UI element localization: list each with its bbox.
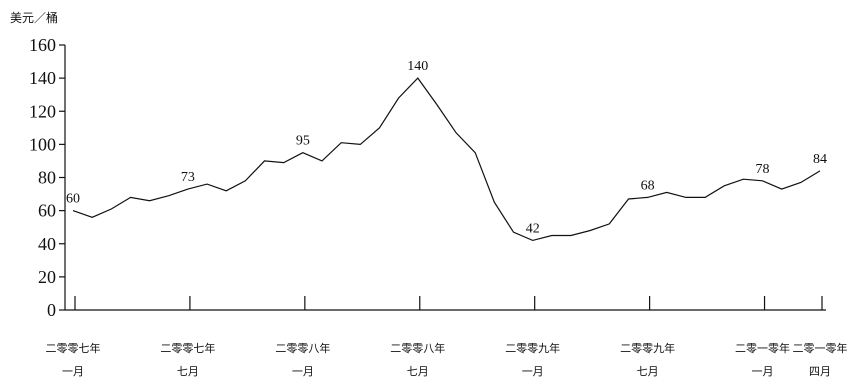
x-tick-label-month: 七月	[177, 365, 199, 378]
x-tick-label-year: 二零零八年	[275, 341, 330, 355]
y-tick-label: 60	[38, 201, 56, 221]
x-tick-label-year: 二零零七年	[160, 341, 215, 355]
data-label: 140	[407, 59, 428, 74]
series	[72, 77, 821, 242]
data-label: 42	[526, 221, 540, 236]
x-tick-label-year: 二零零九年	[505, 341, 560, 355]
data-label: 60	[66, 192, 80, 207]
x-tick-label-year: 二零零九年	[620, 341, 675, 355]
y-tick-label: 80	[38, 168, 56, 188]
y-axis: 0 20 40 60 80 100 120 140 160	[29, 35, 66, 320]
x-tick-label-year: 二零零八年	[390, 341, 445, 355]
price-series-line	[72, 77, 821, 242]
data-label: 78	[756, 162, 770, 177]
y-tick-label: 20	[38, 267, 56, 287]
x-tick-label-month: 一月	[752, 365, 774, 378]
x-tick-label-month: 一月	[62, 365, 84, 378]
x-tick-label-year: 二零一零年	[735, 341, 790, 355]
x-tick-label-month: 一月	[292, 365, 314, 378]
y-tick-label: 140	[29, 68, 56, 88]
x-tick-label-year: 二零一零年	[793, 341, 848, 355]
x-tick-label-month: 七月	[407, 365, 429, 378]
x-tick-label-month: 一月	[522, 365, 544, 378]
y-tick-label: 100	[29, 134, 56, 154]
y-tick-label: 120	[29, 101, 56, 121]
data-label: 95	[296, 134, 310, 149]
data-label: 84	[813, 152, 827, 167]
x-tick-label-year: 二零零七年	[46, 341, 101, 355]
x-tick-label-month: 七月	[637, 365, 659, 378]
data-label: 73	[181, 170, 195, 185]
y-axis-unit-label: 美元／桶	[10, 10, 58, 25]
y-tick-label: 160	[29, 35, 56, 55]
y-tick-label: 40	[38, 234, 56, 254]
data-labels: 60 73 95 140 42 68 78 84	[66, 59, 827, 236]
x-tick-label-month: 四月	[809, 365, 831, 378]
data-label: 68	[641, 178, 655, 193]
y-tick-label: 0	[47, 300, 56, 320]
